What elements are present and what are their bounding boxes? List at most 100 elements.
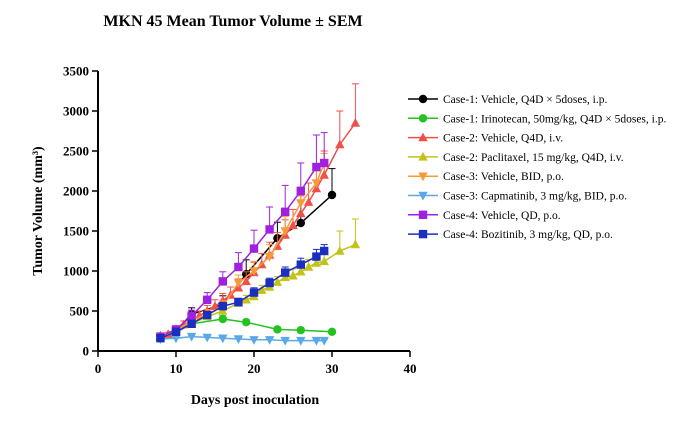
- data-point: [320, 158, 329, 168]
- data-point: [296, 326, 305, 335]
- legend-label: Case-1: Vehicle, Q4D × 5doses, i.p.: [443, 94, 607, 106]
- y-tick-label: 1500: [63, 224, 89, 239]
- series-6: [155, 332, 329, 346]
- y-tick-label: 3000: [63, 104, 89, 119]
- legend-marker: [418, 132, 428, 142]
- data-point: [203, 310, 212, 320]
- data-point: [249, 267, 259, 276]
- data-point: [288, 220, 298, 230]
- data-point: [319, 336, 329, 346]
- data-point: [312, 162, 321, 172]
- data-point: [218, 277, 227, 286]
- legend-marker: [418, 229, 428, 239]
- data-point: [273, 325, 282, 334]
- data-point: [296, 266, 306, 276]
- data-point: [319, 170, 329, 179]
- y-axis-label: Tumor Volume (mm³): [31, 146, 46, 276]
- series-8: [156, 244, 329, 343]
- data-point: [210, 301, 220, 310]
- data-point: [320, 246, 329, 256]
- data-point: [311, 258, 322, 267]
- legend-item: Case-1: Irinotecan, 50mg/kg, Q4D × 5dose…: [408, 113, 666, 125]
- x-tick-label: 40: [404, 361, 417, 376]
- legend-label: Case-2: Vehicle, Q4D, i.v.: [443, 133, 563, 145]
- data-point: [327, 190, 337, 200]
- y-ticks: 0 500 1000 1500 2000 2500 3000 3500: [63, 64, 98, 359]
- legend-label: Case-2: Paclitaxel, 15 mg/kg, Q4D, i.v.: [443, 152, 624, 164]
- y-tick-label: 500: [70, 304, 90, 319]
- data-point: [218, 314, 227, 324]
- data-point: [186, 332, 197, 342]
- x-tick-label: 30: [326, 361, 339, 376]
- data-point: [241, 276, 251, 286]
- data-point: [218, 334, 228, 344]
- data-point: [350, 118, 361, 127]
- data-point: [187, 319, 196, 328]
- y-tick-label: 0: [83, 344, 90, 359]
- data-point: [350, 239, 361, 249]
- data-point: [265, 278, 274, 288]
- data-point: [187, 311, 196, 320]
- legend-marker: [418, 94, 428, 104]
- legend-marker: [418, 151, 428, 161]
- legend-item: Case-3: Vehicle, BID, p.o.: [408, 171, 564, 183]
- data-point: [335, 246, 345, 255]
- legend-label: Case-3: Capmatinib, 3 mg/kg, BID, p.o.: [443, 191, 627, 203]
- legend-item: Case-3: Capmatinib, 3 mg/kg, BID, p.o.: [408, 191, 627, 203]
- y-tick-label: 1000: [63, 264, 89, 279]
- legend-marker: [418, 114, 428, 123]
- data-point: [296, 208, 306, 218]
- legend-item: Case-1: Vehicle, Q4D × 5doses, i.p.: [408, 94, 607, 106]
- data-point: [249, 336, 259, 345]
- data-point: [272, 277, 283, 286]
- legend-marker: [418, 191, 428, 201]
- data-point: [234, 298, 243, 307]
- data-point: [233, 279, 244, 288]
- data-point: [319, 256, 329, 266]
- data-point: [288, 270, 298, 280]
- data-point: [311, 336, 322, 346]
- data-point: [335, 139, 345, 149]
- legend: Case-1: Vehicle, Q4D × 5doses, i.p. Case-…: [408, 94, 666, 241]
- legend-marker: [418, 172, 428, 182]
- data-point: [280, 336, 290, 346]
- chart-title: MKN 45 Mean Tumor Volume ± SEM: [103, 13, 362, 30]
- legend-marker: [418, 210, 428, 219]
- x-tick-label: 0: [95, 361, 102, 376]
- data-point: [257, 285, 267, 294]
- data-point: [264, 252, 275, 262]
- x-axis-label: Days post inoculation: [191, 393, 320, 408]
- y-tick-label: 2000: [63, 184, 89, 199]
- series-3: [155, 83, 361, 340]
- data-point: [218, 302, 227, 311]
- data-point: [296, 199, 306, 208]
- data-point: [203, 295, 212, 304]
- data-point: [281, 207, 290, 216]
- data-point: [281, 268, 290, 277]
- series-7: [156, 132, 329, 341]
- series-line: [160, 122, 357, 337]
- legend-label: Case-4: Vehicle, QD, p.o.: [443, 210, 561, 222]
- data-point: [241, 294, 251, 304]
- data-point: [249, 288, 259, 297]
- data-point: [327, 327, 337, 336]
- legend-item: Case-4: Vehicle, QD, p.o.: [408, 210, 561, 222]
- series-5: [155, 152, 329, 344]
- data-point: [242, 318, 251, 327]
- x-tick-label: 10: [170, 361, 183, 376]
- legend-item: Case-2: Paclitaxel, 15 mg/kg, Q4D, i.v.: [408, 151, 624, 164]
- data-point: [171, 334, 181, 344]
- series-line: [175, 318, 333, 334]
- data-point: [234, 262, 243, 272]
- data-point: [311, 179, 322, 188]
- data-point: [296, 336, 306, 346]
- data-point: [249, 244, 259, 253]
- data-point: [312, 252, 321, 261]
- data-point: [233, 335, 244, 344]
- data-point: [202, 333, 212, 343]
- plot-area: [155, 83, 361, 346]
- x-ticks: 0 10 20 30 40: [95, 351, 417, 376]
- data-point: [303, 197, 314, 206]
- data-point: [303, 262, 314, 271]
